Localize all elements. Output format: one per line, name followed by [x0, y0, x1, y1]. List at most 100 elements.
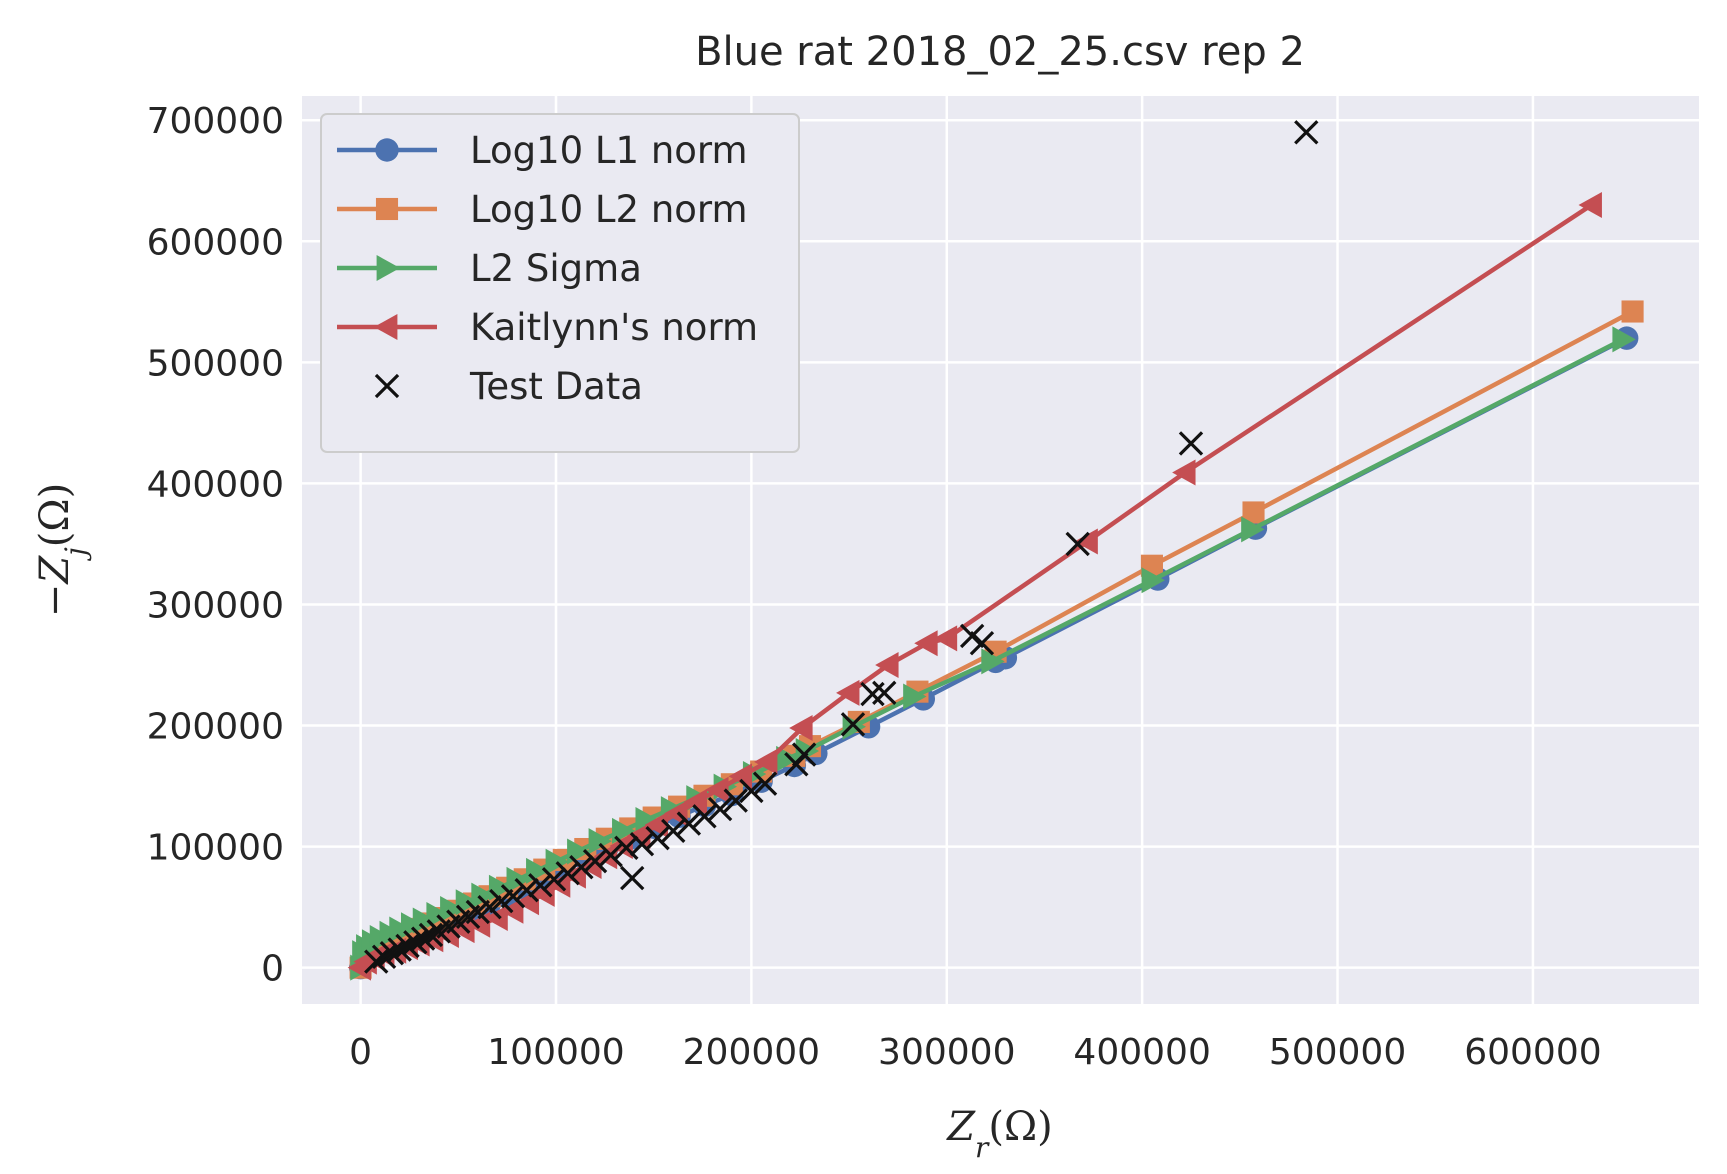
- data-point: [593, 843, 618, 870]
- data-point: [754, 748, 778, 775]
- data-point: [440, 895, 464, 922]
- y-tick-label: 600000: [147, 222, 284, 263]
- data-point: [969, 631, 995, 656]
- data-point: [1172, 459, 1196, 486]
- data-point: [723, 788, 748, 813]
- legend-item: L2 Sigma: [337, 247, 642, 290]
- legend-swatch-marker: [375, 197, 399, 221]
- y-tick-label: 200000: [147, 707, 284, 748]
- data-point: [582, 848, 608, 874]
- legend-label: Log10 L1 norm: [470, 129, 748, 172]
- data-point: [541, 867, 567, 892]
- legend-label: Log10 L2 norm: [470, 188, 748, 231]
- data-point: [412, 907, 437, 934]
- legend-item: Test Data: [374, 365, 643, 408]
- series-layer: [347, 120, 1644, 981]
- tick-labels: 0 100000 200000 300000 400000 500000 600000 0 10…: [147, 101, 1602, 1073]
- data-point: [635, 806, 659, 833]
- data-point: [981, 648, 1005, 675]
- legend: Log10 L1 norm Log10 L2 norm L2 Sigma Kaitly…: [320, 113, 800, 453]
- y-tick-label: 100000: [147, 828, 284, 869]
- legend-swatch-marker: [375, 138, 399, 162]
- legend-entries: Log10 L1 norm Log10 L2 norm L2 Sigma Kaitly…: [337, 129, 758, 408]
- x-tick-label: 100000: [487, 1032, 624, 1073]
- x-tick-label: 400000: [1073, 1032, 1210, 1073]
- data-point: [676, 811, 702, 836]
- data-point: [836, 679, 860, 706]
- data-point: [739, 778, 764, 804]
- data-point: [387, 937, 412, 962]
- legend-box: [320, 113, 800, 453]
- data-point: [728, 763, 753, 790]
- legend-label: Kaitlynn's norm: [470, 306, 758, 349]
- y-tick-label: 0: [261, 949, 284, 990]
- data-point: [471, 882, 495, 909]
- data-point: [1065, 531, 1090, 557]
- data-point: [531, 880, 555, 907]
- data-point: [707, 796, 733, 822]
- data-point: [644, 811, 668, 838]
- data-point: [1578, 191, 1602, 218]
- data-point: [629, 832, 655, 857]
- data-point: [789, 714, 813, 741]
- data-point: [903, 683, 927, 710]
- data-point: [528, 873, 553, 898]
- legend-swatch-marker: [374, 373, 400, 399]
- data-point: [1074, 528, 1098, 555]
- data-point: [371, 944, 397, 969]
- data-point: [403, 930, 428, 955]
- data-point: [395, 933, 420, 959]
- data-point: [418, 922, 444, 948]
- chart-title: Blue rat 2018_02_25.csv rep 2: [695, 29, 1305, 75]
- data-point: [933, 625, 958, 652]
- data-point: [683, 788, 708, 815]
- data-point: [791, 742, 817, 767]
- data-point: [661, 818, 686, 844]
- data-point: [752, 771, 778, 796]
- data-point: [645, 825, 670, 851]
- x-tick-label: 0: [349, 1032, 372, 1073]
- data-point: [389, 916, 413, 943]
- data-point: [1242, 501, 1265, 524]
- data-point: [598, 842, 623, 868]
- y-tick-label: 400000: [147, 464, 284, 505]
- y-axis-label: −Zj(Ω): [32, 483, 92, 617]
- y-tick-label: 300000: [147, 585, 284, 626]
- legend-label: L2 Sigma: [470, 247, 642, 290]
- data-point: [555, 861, 580, 886]
- data-point: [477, 894, 502, 920]
- legend-item: Log10 L1 norm: [337, 129, 748, 172]
- data-point: [1294, 120, 1319, 145]
- legend-item: Kaitlynn's norm: [337, 306, 758, 349]
- data-point: [1178, 431, 1204, 456]
- data-point: [705, 776, 729, 803]
- x-tick-label: 200000: [683, 1032, 820, 1073]
- data-point: [692, 804, 717, 829]
- data-point: [776, 745, 800, 772]
- data-point: [875, 652, 899, 679]
- x-tick-label: 600000: [1464, 1032, 1601, 1073]
- data-point: [620, 865, 645, 891]
- y-tick-label: 500000: [147, 343, 284, 384]
- data-point: [514, 878, 539, 903]
- data-point: [959, 623, 985, 649]
- legend-swatch-marker: [376, 255, 400, 281]
- x-axis-label: Zr(Ω): [945, 1104, 1053, 1164]
- data-point: [872, 680, 897, 706]
- data-point: [840, 712, 866, 737]
- data-point: [1141, 567, 1165, 594]
- data-point: [410, 926, 436, 951]
- legend-label: Test Data: [469, 365, 643, 408]
- data-point: [1612, 326, 1636, 353]
- x-tick-label: 300000: [878, 1032, 1015, 1073]
- data-point: [569, 855, 594, 880]
- data-point: [914, 630, 938, 657]
- data-point: [588, 828, 612, 855]
- data-point: [664, 800, 688, 827]
- series-4: [364, 120, 1319, 974]
- data-point: [379, 940, 405, 966]
- legend-swatch-marker: [374, 314, 398, 340]
- data-point: [614, 835, 639, 861]
- y-tick-label: 700000: [147, 101, 284, 142]
